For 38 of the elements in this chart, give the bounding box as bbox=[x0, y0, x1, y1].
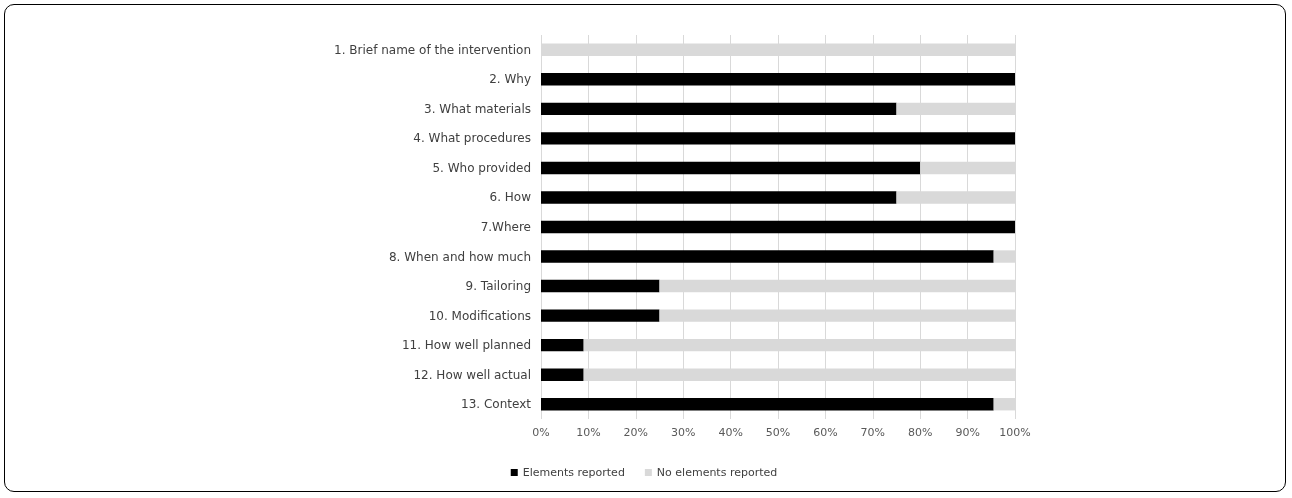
bar bbox=[541, 191, 897, 204]
x-tick-label: 20% bbox=[623, 426, 649, 439]
y-tick-label: 4. What procedures bbox=[413, 131, 531, 146]
y-tick-label: 3. What materials bbox=[424, 101, 531, 116]
bar bbox=[541, 132, 1015, 145]
y-tick-label: 11. How well planned bbox=[401, 338, 531, 353]
legend-label: Elements reported bbox=[522, 466, 625, 479]
bar bbox=[541, 73, 1015, 86]
x-tick-label: 60% bbox=[813, 426, 838, 439]
y-tick-label: 2. Why bbox=[489, 72, 531, 87]
x-tick-label: 100% bbox=[999, 426, 1031, 439]
y-tick-label: 1. Brief name of the intervention bbox=[334, 42, 531, 57]
y-tick-label: 9. Tailoring bbox=[465, 279, 531, 294]
legend-label: No elements reported bbox=[656, 466, 778, 479]
y-tick-label: 6. How bbox=[489, 190, 532, 205]
y-tick-label: 8. When and how much bbox=[388, 249, 531, 264]
bar bbox=[541, 279, 660, 293]
bar bbox=[541, 220, 1015, 234]
x-tick-label: 80% bbox=[907, 426, 933, 439]
x-tick-label: 90% bbox=[955, 426, 980, 439]
y-tick-label: 5. Who provided bbox=[432, 160, 531, 175]
x-tick-label: 50% bbox=[765, 426, 791, 439]
bar bbox=[541, 161, 921, 175]
bar bbox=[541, 338, 584, 352]
x-tick-label: 70% bbox=[860, 426, 886, 439]
bar bbox=[541, 368, 584, 381]
x-tick-label: 0% bbox=[532, 426, 550, 439]
y-tick-label: 7.Where bbox=[480, 220, 531, 234]
y-tick-label: 10. Modifications bbox=[428, 308, 531, 323]
bar bbox=[541, 102, 897, 116]
bar bbox=[541, 309, 660, 322]
bar bbox=[541, 250, 994, 263]
bar bbox=[541, 398, 994, 411]
y-tick-label: 12. How well actual bbox=[413, 367, 531, 382]
x-tick-label: 10% bbox=[576, 426, 601, 439]
x-tick-label: 40% bbox=[718, 426, 743, 439]
x-tick-label: 30% bbox=[670, 426, 696, 439]
y-tick-label: 13. Context bbox=[461, 397, 532, 412]
